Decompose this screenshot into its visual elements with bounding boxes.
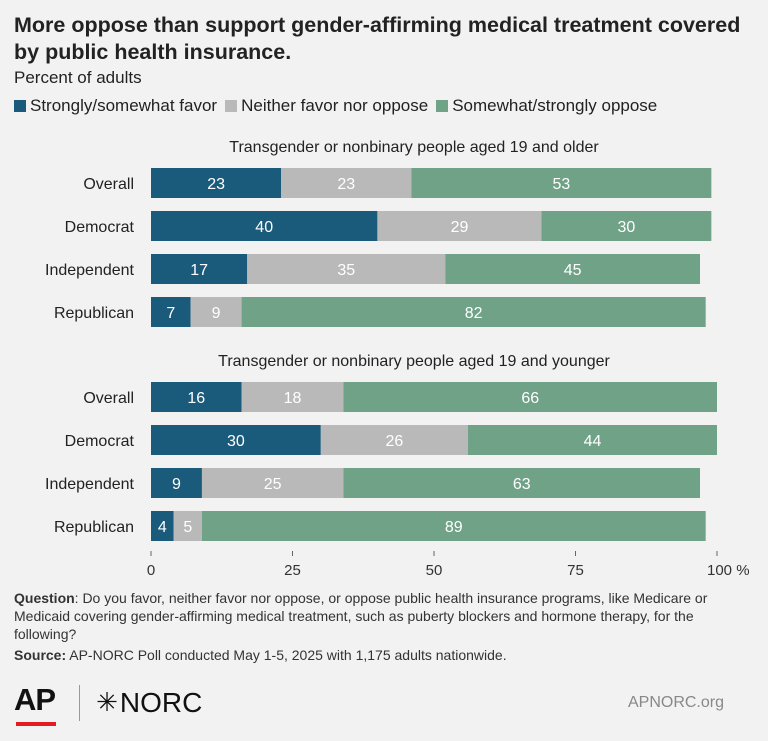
bar-segment [201,468,344,498]
bar-segment [190,297,242,327]
ap-logo-text: AP [14,681,56,717]
bar-segment [151,254,248,284]
bar-segment [320,425,468,455]
question-label: Question [14,590,75,606]
data-label: 26 [385,433,403,450]
x-tick-label: 75 [567,562,584,579]
bar-segment [151,382,242,412]
category-label: Republican [54,519,134,536]
data-label: 9 [172,476,181,493]
legend: Strongly/somewhat favor Neither favor no… [14,96,665,116]
x-tick-label: 50 [426,562,443,579]
bar-segment [541,211,712,241]
bar-segment [343,468,701,498]
bar-segment [173,511,202,541]
data-label: 5 [183,519,192,536]
data-label: 53 [552,176,570,193]
legend-label-neither: Neither favor nor oppose [241,96,429,115]
category-label: Independent [45,262,135,279]
data-label: 9 [212,305,221,322]
bar-segment [343,382,717,412]
logos: AP ✳ NORC [14,680,202,726]
bar-segment [151,425,321,455]
bar-segment [411,168,712,198]
legend-swatch-oppose [436,100,449,112]
bar-segment [151,297,191,327]
legend-label-oppose: Somewhat/strongly oppose [452,96,658,115]
category-label: Democrat [65,433,135,450]
data-label: 82 [465,305,483,322]
data-label: 7 [166,305,175,322]
norc-star-icon: ✳ [96,687,118,717]
bar-segment [151,211,378,241]
legend-label-favor: Strongly/somewhat favor [30,96,218,115]
legend-item-oppose: Somewhat/strongly oppose [436,96,657,116]
source-note: Source: AP-NORC Poll conducted May 1-5, … [14,647,507,663]
category-label: Overall [83,176,134,193]
data-label: 25 [264,476,282,493]
x-tick-label: 25 [284,562,301,579]
x-tick-label: 100 % [707,562,750,579]
legend-item-neither: Neither favor nor oppose [225,96,428,116]
source-text: AP-NORC Poll conducted May 1-5, 2025 wit… [66,647,507,663]
category-label: Overall [83,390,134,407]
question-note: Question: Do you favor, neither favor no… [14,589,759,643]
data-label: 29 [451,219,469,236]
bar-segment [151,511,174,541]
source-label: Source: [14,647,67,663]
bar-segment [241,382,344,412]
chart-title: More oppose than support gender-affirmin… [14,13,741,64]
category-label: Democrat [65,219,135,236]
chart-subtitle: Percent of adults [14,68,142,87]
bar-segment [467,425,717,455]
data-label: 89 [445,519,463,536]
legend-item-favor: Strongly/somewhat favor [14,96,217,116]
panel-heading: Transgender or nonbinary people aged 19 … [229,139,599,156]
data-label: 30 [618,219,636,236]
stacked-bar-chart: Transgender or nonbinary people aged 19 … [45,139,750,579]
data-label: 23 [337,176,355,193]
data-label: 35 [337,262,355,279]
bar-segment [377,211,542,241]
bar-segment [241,297,706,327]
bar-segment [445,254,701,284]
data-label: 23 [207,176,225,193]
category-label: Independent [45,476,135,493]
legend-swatch-neither [225,100,238,112]
category-label: Republican [54,305,134,322]
data-label: 44 [584,433,602,450]
logo-divider [79,684,81,721]
ap-logo: AP [14,681,56,726]
data-label: 63 [513,476,531,493]
data-label: 40 [255,219,273,236]
bar-segment [151,168,282,198]
data-label: 66 [521,390,539,407]
question-text: : Do you favor, neither favor nor oppose… [14,590,708,642]
ap-logo-underline [16,721,56,726]
data-label: 18 [284,390,302,407]
x-tick-label: 0 [147,562,155,579]
data-label: 30 [227,433,245,450]
norc-logo-text: NORC [119,686,203,718]
bar-segment [247,254,446,284]
panel-heading: Transgender or nonbinary people aged 19 … [218,353,610,370]
legend-swatch-favor [14,100,26,112]
bar-segment [201,511,706,541]
data-label: 17 [190,262,208,279]
norc-logo: ✳ NORC [96,687,202,719]
bar-segment [151,468,202,498]
bar-segment [281,168,412,198]
data-label: 45 [564,262,582,279]
data-label: 16 [187,390,205,407]
data-label: 4 [158,519,167,536]
site-url: APNORC.org [627,694,724,711]
